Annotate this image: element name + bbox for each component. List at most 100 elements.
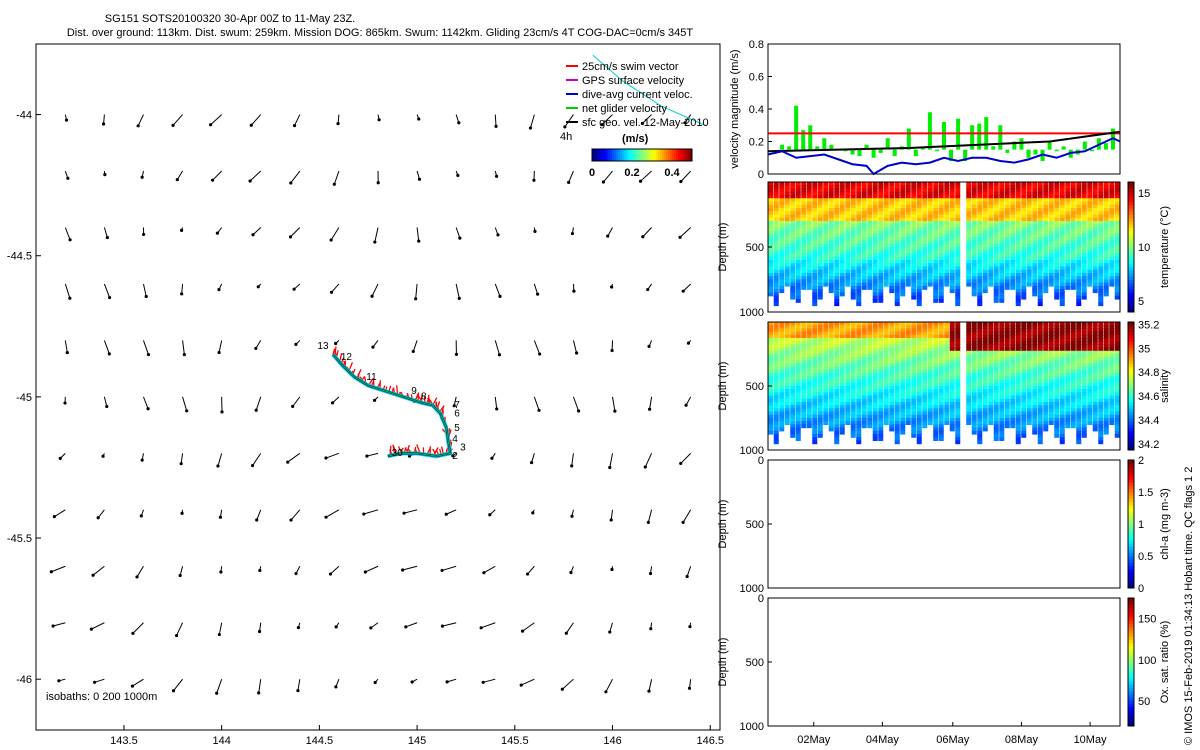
profile-cell [900, 424, 906, 429]
profile-cell [1037, 224, 1043, 229]
profile-cell [828, 240, 834, 245]
profile-cell [1032, 256, 1038, 261]
profile-cell [977, 214, 983, 219]
profile-cell [999, 195, 1005, 199]
profile-cell [927, 379, 933, 384]
profile-cell [889, 195, 895, 199]
profile-cell [1076, 204, 1082, 209]
profile-cell [801, 221, 807, 225]
profile-cell [894, 379, 900, 384]
profile-cell [1081, 334, 1087, 339]
profile-cell [944, 322, 950, 326]
profile-cell [839, 217, 845, 222]
profile-cell [1010, 338, 1016, 342]
profile-cell [1059, 247, 1065, 251]
profile-cell [900, 224, 906, 229]
profile-cell [988, 221, 994, 225]
profile-cell [801, 414, 807, 419]
profile-cell [779, 253, 785, 258]
profile-cell [867, 424, 873, 429]
profile-cell [856, 395, 862, 400]
profile-cell [916, 357, 922, 361]
profile-cell [806, 411, 812, 416]
profile-cell [955, 195, 961, 199]
profile-cell [1048, 234, 1054, 238]
profile-cell [1043, 289, 1049, 294]
profile-cell [773, 370, 779, 374]
profile-cell [817, 227, 823, 232]
profile-cell [883, 217, 889, 222]
profile-cell [889, 395, 895, 400]
profile-cell [1087, 370, 1093, 374]
profile-cell [1048, 263, 1054, 268]
profile-cell [1010, 354, 1016, 358]
profile-cell [817, 350, 823, 355]
profile-cell [861, 334, 867, 339]
profile-cell [894, 424, 900, 429]
profile-cell [1021, 405, 1027, 409]
profile-cell [938, 379, 944, 384]
profile-cell [1043, 188, 1049, 193]
profile-cell [795, 325, 801, 329]
velocity-ytick-label: 0.2 [749, 137, 764, 149]
profile-cell [878, 198, 884, 203]
profile-cell [894, 243, 900, 248]
profile-cell [872, 195, 878, 199]
profile-cell [1037, 328, 1043, 333]
profile-cell [795, 382, 801, 387]
profile-cell [856, 366, 862, 371]
profile-cell [1098, 414, 1104, 419]
profile-cell [1010, 389, 1016, 393]
profile-cell [1114, 286, 1120, 290]
profile-cell [850, 360, 856, 365]
profile-cell [977, 437, 983, 441]
profile-cell [916, 273, 922, 277]
field-arrow-head [136, 124, 140, 128]
profile-cell [795, 230, 801, 235]
profile-cell [933, 237, 939, 242]
profile-cell [922, 208, 928, 212]
profile-cell [768, 363, 774, 368]
profile-cell [1021, 389, 1027, 393]
profile-cell [773, 408, 779, 413]
profile-cell [872, 198, 878, 203]
profile-cell [949, 204, 955, 209]
profile-cell [922, 191, 928, 196]
profile-cell [867, 331, 873, 336]
profile-cell [861, 341, 867, 345]
profile-cell [801, 240, 807, 245]
profile-cell [911, 398, 917, 403]
profile-cell [1059, 188, 1065, 193]
profile-cell [806, 389, 812, 393]
profile-cell [966, 373, 972, 377]
profile-cell [1004, 373, 1010, 377]
profile-cell [806, 395, 812, 400]
profile-cell [806, 230, 812, 235]
profile-cell [977, 211, 983, 216]
field-arrow-head [57, 679, 61, 683]
profile-cell [966, 350, 972, 355]
profile-cell [938, 424, 944, 429]
profile-cell [817, 386, 823, 390]
profile-cell [790, 253, 796, 258]
profile-cell [1081, 338, 1087, 342]
profile-cell [916, 386, 922, 390]
field-arrow-head [292, 287, 296, 291]
profile-cell [938, 214, 944, 219]
profile-cell [1021, 224, 1027, 229]
profile-cell [883, 221, 889, 225]
field-arrow-head [180, 292, 184, 296]
profile-cell [1037, 408, 1043, 413]
profile-cell [1109, 217, 1115, 222]
profile-cell [834, 350, 840, 355]
profile-cell [1004, 338, 1010, 342]
profile-cell [999, 292, 1005, 297]
profile-cell [768, 373, 774, 377]
map-ytick-label: -46 [16, 674, 32, 686]
field-arrow-head [458, 236, 462, 240]
profile-cell [889, 240, 895, 245]
profile-cell [1081, 405, 1087, 409]
profile-cell [1059, 376, 1065, 381]
profile-cell [828, 204, 834, 209]
profile-cell [1010, 273, 1016, 277]
